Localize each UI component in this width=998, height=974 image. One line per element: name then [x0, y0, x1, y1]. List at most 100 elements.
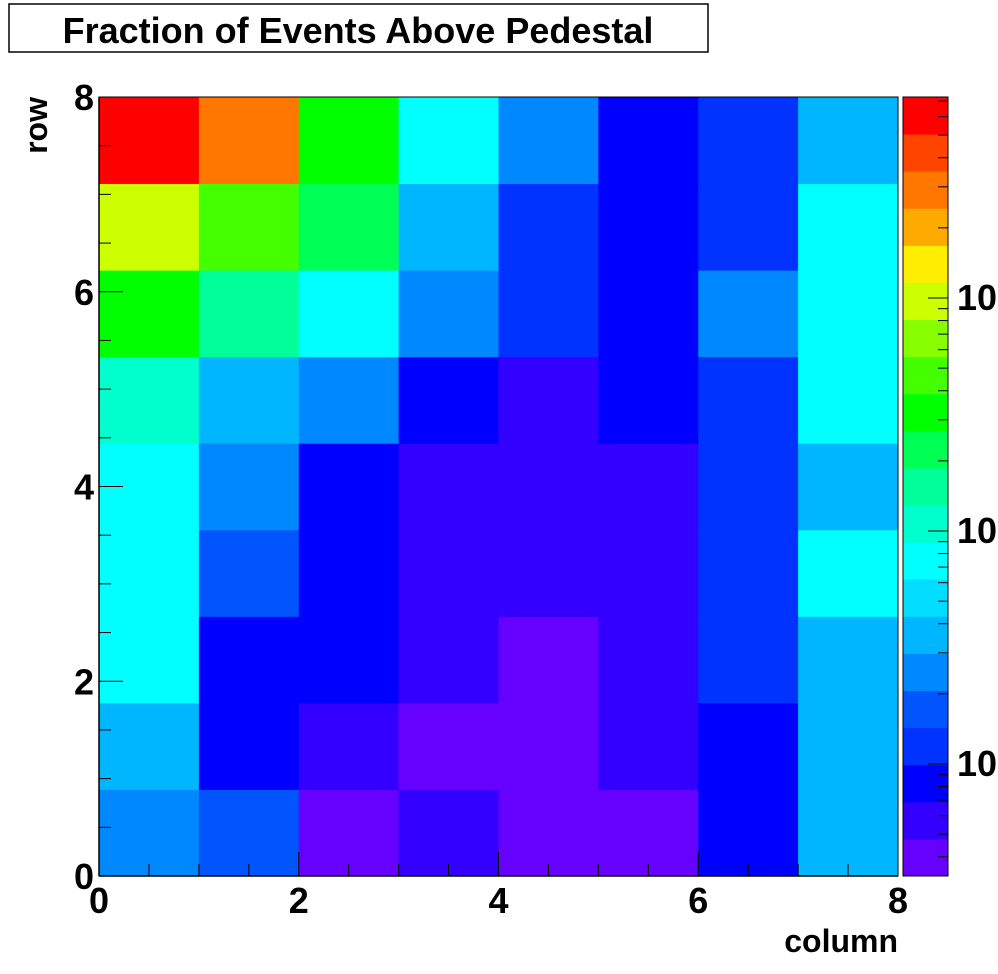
- heatmap-cell: [398, 97, 499, 185]
- heatmap-cell: [498, 702, 599, 790]
- heatmap-cell: [298, 702, 400, 790]
- heatmap-cell: [198, 356, 300, 444]
- heatmap-cell: [298, 270, 400, 358]
- colorbar-segment: [903, 97, 948, 135]
- heatmap-cell: [698, 356, 799, 444]
- heatmap-cell: [198, 529, 300, 617]
- heatmap-cell: [598, 183, 699, 271]
- colorbar-segment: [903, 838, 948, 877]
- heatmap-cell: [598, 789, 699, 877]
- heatmap-cell: [698, 97, 799, 185]
- heatmap-cell: [398, 789, 499, 877]
- colorbar-segment: [903, 208, 948, 246]
- heatmap-cell: [398, 270, 499, 358]
- heatmap-cell: [698, 183, 799, 271]
- heatmap-cell: [698, 702, 799, 790]
- heatmap-cells: [99, 97, 899, 877]
- heatmap-cell: [198, 270, 300, 358]
- heatmap-cell: [298, 529, 400, 617]
- colorbar-segment: [903, 134, 948, 172]
- y-tick-label: 0: [74, 856, 94, 897]
- heatmap-cell: [198, 443, 300, 531]
- title-box: [8, 3, 709, 53]
- heatmap-cell: [798, 97, 899, 185]
- heatmap-cell: [498, 356, 599, 444]
- heatmap-cell: [298, 789, 400, 877]
- heatmap-cell: [598, 356, 699, 444]
- colorbar-segment: [903, 727, 948, 766]
- colorbar-segment: [903, 653, 948, 692]
- heatmap-cell: [198, 616, 300, 704]
- colorbar: 10 10 10: [902, 96, 997, 877]
- heatmap-cell: [798, 616, 899, 704]
- x-tick-label: 4: [488, 880, 508, 921]
- heatmap-cell: [298, 616, 400, 704]
- colorbar-segment: [903, 171, 948, 209]
- colorbar-segment: [903, 245, 948, 283]
- colorbar-label: 10: [957, 510, 997, 551]
- colorbar-label: 10: [957, 277, 997, 318]
- heatmap-cell: [298, 443, 400, 531]
- heatmap-cell: [198, 183, 300, 271]
- x-axis-label: column: [784, 923, 898, 959]
- heatmap-cell: [498, 97, 599, 185]
- colorbar-segment: [903, 616, 948, 654]
- heatmap-cell: [99, 702, 200, 790]
- heatmap-cell: [198, 97, 300, 185]
- heatmap-cell: [498, 789, 599, 877]
- x-tick-label: 2: [289, 880, 309, 921]
- colorbar-segment: [903, 690, 948, 729]
- heatmap-cell: [598, 702, 699, 790]
- heatmap-cell: [99, 270, 200, 358]
- heatmap-cell: [99, 789, 200, 877]
- heatmap-cell: [99, 616, 200, 704]
- heatmap-cell: [198, 702, 300, 790]
- heatmap-cell: [99, 97, 200, 185]
- heatmap-cell: [498, 183, 599, 271]
- y-tick-label: 4: [74, 467, 94, 508]
- y-tick-label: 8: [74, 77, 94, 118]
- heatmap-cell: [498, 270, 599, 358]
- heatmap-cell: [798, 270, 899, 358]
- axes: 0 2 4 6 8 0 2 4 6 8: [74, 77, 908, 921]
- colorbar-frame: [902, 96, 949, 877]
- heatmap-cell: [698, 270, 799, 358]
- colorbar-segment: [903, 356, 948, 395]
- heatmap-cell: [598, 443, 699, 531]
- heatmap-cell: [598, 529, 699, 617]
- heatmap-cell: [498, 529, 599, 617]
- heatmap-cell: [698, 789, 799, 877]
- colorbar-segment: [903, 542, 948, 580]
- heatmap-cell: [498, 443, 599, 531]
- heatmap-cell: [99, 183, 200, 271]
- colorbar-segment: [903, 764, 948, 803]
- heatmap-cell: [198, 789, 300, 877]
- heatmap-cell: [798, 702, 899, 790]
- heatmap-cell: [598, 616, 699, 704]
- heatmap-cell: [298, 183, 400, 271]
- colorbar-segment: [903, 801, 948, 840]
- y-axis-label: row: [18, 97, 54, 154]
- heatmap-cell: [398, 443, 499, 531]
- heatmap-cell: [798, 356, 899, 444]
- heatmap-cell: [698, 616, 799, 704]
- heatmap-cell: [398, 183, 499, 271]
- heatmap-cell: [598, 270, 699, 358]
- heatmap-cell: [398, 529, 499, 617]
- heatmap-cell: [798, 443, 899, 531]
- heatmap-cell: [398, 356, 499, 444]
- x-tick-label: 8: [888, 880, 908, 921]
- y-tick-label: 2: [74, 661, 94, 702]
- y-tick-label: 6: [74, 272, 94, 313]
- heatmap-cell: [398, 616, 499, 704]
- x-tick-label: 6: [688, 880, 708, 921]
- colorbar-segment: [903, 393, 948, 432]
- colorbar-segment: [903, 579, 948, 617]
- heatmap-cell: [99, 529, 200, 617]
- colorbar-segment: [903, 282, 948, 321]
- heatmap-cell: [698, 443, 799, 531]
- colorbar-segment: [903, 505, 948, 543]
- colorbar-segment: [903, 430, 948, 469]
- heatmap-cell: [798, 789, 899, 877]
